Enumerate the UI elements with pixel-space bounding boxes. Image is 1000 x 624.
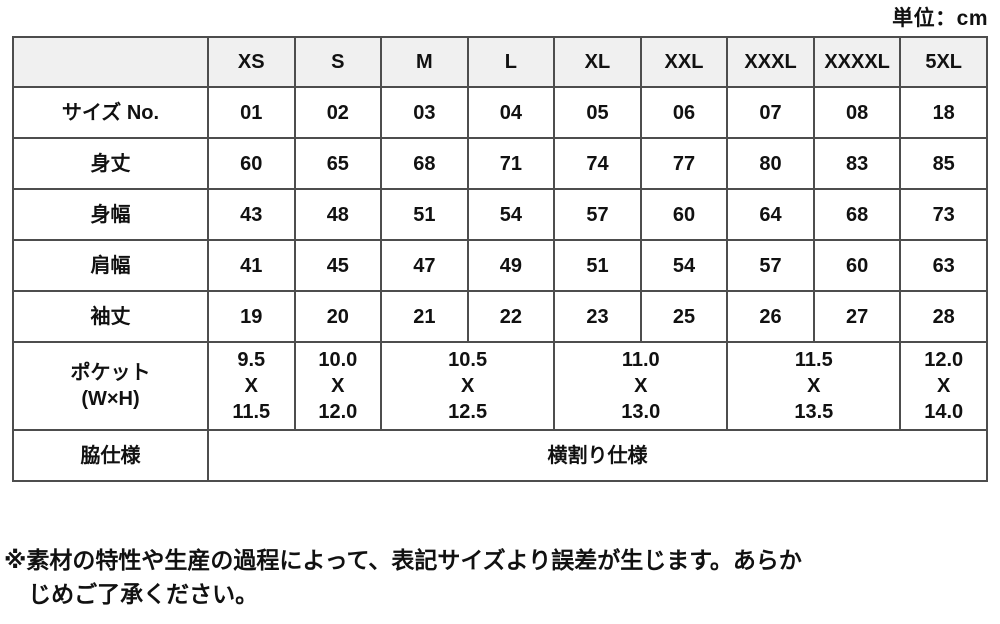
- value-cell: 横割り仕様: [207, 429, 988, 482]
- table-row: 身幅 43 48 51 54 57 60 64 68 73: [12, 188, 988, 241]
- unit-label: 単位：cm: [892, 7, 988, 30]
- row-label: ポケット (W×H): [12, 341, 209, 431]
- row-label: 袖丈: [12, 290, 209, 343]
- table-row: ポケット (W×H) 9.5 X 11.5 10.0 X 12.0 10.5 X 12.5 11.0 X…: [12, 341, 988, 431]
- column-header: S: [293, 36, 383, 88]
- value-cell: 54: [466, 188, 556, 241]
- value-cell: 10.5 X 12.5: [380, 341, 556, 431]
- value-cell: 21: [380, 290, 469, 343]
- value-cell: 12.0 X 14.0: [899, 341, 988, 431]
- value-cell: 06: [639, 86, 729, 139]
- value-cell: 60: [812, 239, 902, 292]
- column-header: L: [466, 36, 556, 88]
- value-cell: 63: [899, 239, 988, 292]
- footer-note-line-1: ※素材の特性や生産の過程によって、表記サイズより誤差が生じます。あらか: [4, 547, 802, 573]
- value-cell: 02: [293, 86, 383, 139]
- value-cell: 54: [639, 239, 729, 292]
- table-header: XS S M L XL XXL XXXL XXXXL 5XL: [12, 36, 988, 88]
- value-cell: 47: [380, 239, 469, 292]
- value-cell: 43: [207, 188, 296, 241]
- value-cell: 73: [899, 188, 988, 241]
- column-header: XS: [207, 36, 296, 88]
- footer-note-line-2: じめご了承ください。: [28, 581, 259, 607]
- value-cell: 60: [207, 137, 296, 190]
- row-label: サイズ No.: [12, 86, 209, 139]
- value-cell: 48: [293, 188, 383, 241]
- value-cell: 11.0 X 13.0: [553, 341, 729, 431]
- table-row: 脇仕様 横割り仕様: [12, 429, 988, 482]
- value-cell: 27: [812, 290, 902, 343]
- value-cell: 64: [726, 188, 815, 241]
- value-cell: 22: [466, 290, 556, 343]
- value-cell: 60: [639, 188, 729, 241]
- value-cell: 41: [207, 239, 296, 292]
- size-chart-table: XS S M L XL XXL XXXL XXXXL 5XL サイズ No. 01 02 03 04 05…: [12, 36, 988, 482]
- column-header: XXXL: [726, 36, 815, 88]
- value-cell: 71: [466, 137, 556, 190]
- column-header: [12, 36, 209, 88]
- value-cell: 68: [380, 137, 469, 190]
- value-cell: 10.0 X 12.0: [293, 341, 383, 431]
- header-row: XS S M L XL XXL XXXL XXXXL 5XL: [12, 36, 988, 88]
- value-cell: 57: [553, 188, 642, 241]
- row-label: 身丈: [12, 137, 209, 190]
- column-header: XXL: [639, 36, 729, 88]
- table-body: サイズ No. 01 02 03 04 05 06 07 08 18 身丈 60 65 68 71 74 77 8…: [12, 86, 988, 482]
- value-cell: 03: [380, 86, 469, 139]
- value-cell: 77: [639, 137, 729, 190]
- value-cell: 18: [899, 86, 988, 139]
- row-label: 身幅: [12, 188, 209, 241]
- value-cell: 51: [380, 188, 469, 241]
- value-cell: 05: [553, 86, 642, 139]
- table-row: サイズ No. 01 02 03 04 05 06 07 08 18: [12, 86, 988, 139]
- value-cell: 65: [293, 137, 383, 190]
- value-cell: 20: [293, 290, 383, 343]
- column-header: 5XL: [899, 36, 988, 88]
- value-cell: 68: [812, 188, 902, 241]
- column-header: XXXXL: [812, 36, 902, 88]
- value-cell: 28: [899, 290, 988, 343]
- value-cell: 80: [726, 137, 815, 190]
- value-cell: 45: [293, 239, 383, 292]
- value-cell: 04: [466, 86, 556, 139]
- value-cell: 26: [726, 290, 815, 343]
- value-cell: 57: [726, 239, 815, 292]
- value-cell: 83: [812, 137, 902, 190]
- column-header: XL: [553, 36, 642, 88]
- value-cell: 85: [899, 137, 988, 190]
- table-row: 袖丈 19 20 21 22 23 25 26 27 28: [12, 290, 988, 343]
- value-cell: 9.5 X 11.5: [207, 341, 296, 431]
- value-cell: 11.5 X 13.5: [726, 341, 902, 431]
- value-cell: 25: [639, 290, 729, 343]
- value-cell: 08: [812, 86, 902, 139]
- value-cell: 23: [553, 290, 642, 343]
- row-label: 肩幅: [12, 239, 209, 292]
- value-cell: 74: [553, 137, 642, 190]
- footer-note: ※素材の特性や生産の過程によって、表記サイズより誤差が生じます。あらか じめご了…: [4, 543, 996, 611]
- table-row: 身丈 60 65 68 71 74 77 80 83 85: [12, 137, 988, 190]
- column-header: M: [380, 36, 469, 88]
- row-label: 脇仕様: [12, 429, 209, 482]
- table-row: 肩幅 41 45 47 49 51 54 57 60 63: [12, 239, 988, 292]
- value-cell: 01: [207, 86, 296, 139]
- value-cell: 19: [207, 290, 296, 343]
- value-cell: 51: [553, 239, 642, 292]
- value-cell: 49: [466, 239, 556, 292]
- value-cell: 07: [726, 86, 815, 139]
